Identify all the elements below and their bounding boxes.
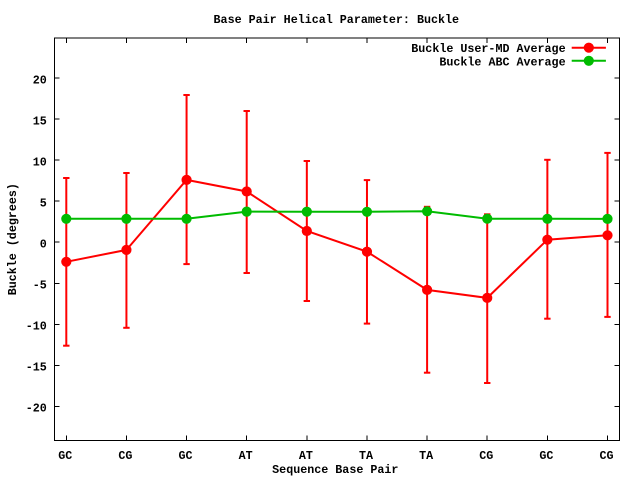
svg-text:Buckle ABC Average: Buckle ABC Average — [439, 55, 565, 69]
svg-text:Buckle User-MD Average: Buckle User-MD Average — [411, 42, 565, 56]
svg-text:-5: -5 — [33, 279, 47, 293]
svg-text:AT: AT — [299, 449, 313, 463]
svg-text:0: 0 — [40, 238, 47, 252]
svg-text:GC: GC — [179, 449, 193, 463]
svg-text:Buckle (degrees): Buckle (degrees) — [6, 183, 20, 295]
svg-text:Sequence Base Pair: Sequence Base Pair — [272, 463, 398, 477]
svg-text:AT: AT — [239, 449, 253, 463]
svg-text:10: 10 — [33, 155, 47, 169]
svg-text:-10: -10 — [26, 320, 47, 334]
svg-text:CG: CG — [479, 449, 493, 463]
svg-text:-20: -20 — [26, 402, 47, 416]
svg-text:CG: CG — [118, 449, 132, 463]
svg-text:-15: -15 — [26, 361, 47, 375]
svg-text:TA: TA — [359, 449, 374, 463]
svg-text:15: 15 — [33, 114, 47, 128]
svg-text:CG: CG — [599, 449, 613, 463]
svg-text:20: 20 — [33, 73, 47, 87]
svg-text:GC: GC — [58, 449, 72, 463]
svg-text:GC: GC — [539, 449, 553, 463]
svg-text:Base Pair Helical Parameter: B: Base Pair Helical Parameter: Buckle — [214, 13, 459, 27]
svg-text:TA: TA — [419, 449, 434, 463]
svg-text:5: 5 — [40, 196, 47, 210]
